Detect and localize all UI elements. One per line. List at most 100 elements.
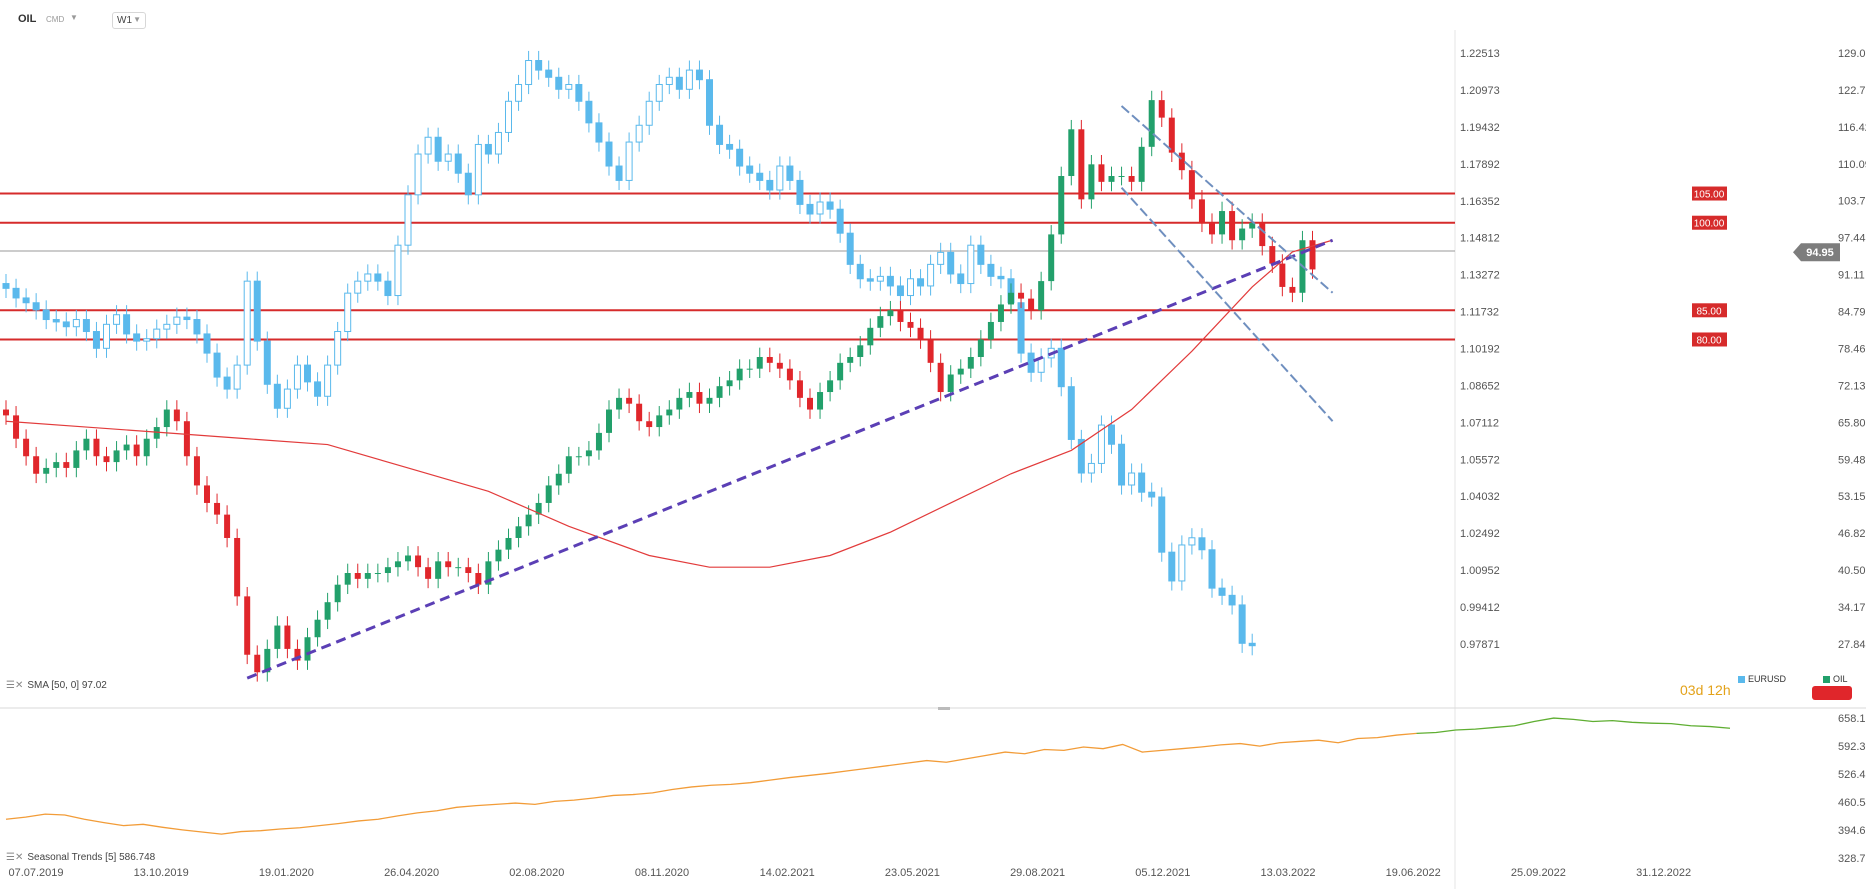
oil-axis-tick: 84.79 [1838,307,1866,319]
eurusd-candle [675,76,683,90]
oil-candle [1008,292,1014,305]
oil-candle [947,374,954,393]
seasonal-axis-tick: 460.542 [1838,797,1866,809]
oil-candle [957,368,964,375]
oil-axis-tick: 110.09 [1838,159,1866,171]
eurusd-axis-tick: 0.97871 [1460,639,1500,651]
eurusd-candle [605,141,613,167]
oil-candle [425,567,432,579]
oil-candle [696,392,703,404]
eurusd-candle [253,280,261,342]
oil-candle [63,462,70,468]
oil-change-badge [1812,686,1852,700]
oil-candle [606,409,612,433]
eurusd-axis-tick: 1.20973 [1460,85,1500,97]
x-axis-tick: 05.12.2021 [1135,867,1190,879]
oil-candle [1239,228,1246,241]
indicator-settings-icon[interactable]: ☰✕ [6,680,24,691]
eurusd-candle [324,364,332,397]
panel-resize-handle [938,707,950,710]
oil-axis-tick: 103.77 [1838,196,1866,208]
eurusd-candle [1057,347,1065,388]
timer-hours-unit: h [1722,682,1731,698]
oil-candle [193,456,200,486]
eurusd-candle [625,141,633,181]
eurusd-candle [766,179,774,191]
symbol-dropdown-chevron-icon[interactable]: ▼ [70,13,78,22]
eurusd-candle [404,194,412,246]
eurusd-candle [796,179,804,205]
oil-candle [535,502,542,515]
eurusd-candle [414,153,422,196]
channel-upper-line [1120,105,1334,294]
eurusd-candle [756,172,764,181]
oil-candle [394,561,401,568]
oil-candle [565,456,572,474]
x-axis-tick: 08.11.2020 [635,867,689,879]
oil-candle [475,573,482,585]
oil-candle [545,485,552,503]
sma50-line [5,239,1333,568]
oil-candle [3,409,9,416]
instrument-symbol[interactable]: OIL [18,13,37,25]
eurusd-candle [1148,491,1156,498]
oil-candle [1158,100,1165,118]
oil-candle [1269,246,1276,264]
eurusd-candle [42,309,50,321]
eurusd-candle [1198,537,1206,551]
seasonal-axis-tick: 394.659 [1838,825,1866,837]
sma-indicator-label[interactable]: ☰✕ SMA [50, 0] 97.02 [6,680,107,691]
eurusd-candle [846,232,854,265]
oil-candle [917,327,924,340]
eurusd-candle [273,383,281,409]
eurusd-candle [645,100,653,126]
timeframe-value: W1 [117,15,132,26]
eurusd-candle [927,263,935,287]
x-axis-tick: 25.09.2022 [1511,867,1566,879]
eurusd-candle [1067,386,1075,440]
eurusd-candle [233,364,241,390]
eurusd-axis-tick: 1.11732 [1460,307,1499,319]
eurusd-candle [1188,537,1196,546]
seasonal-trend-line [5,732,1417,835]
eurusd-candle [22,297,30,304]
oil-candle [977,339,984,357]
seasonal-axis-tick: 328.777 [1838,853,1866,865]
eurusd-candle [72,319,80,328]
oil-axis-tick: 129.07 [1838,48,1866,60]
eurusd-candle [263,340,271,385]
seasonal-axis-tick: 658.189 [1838,713,1866,725]
oil-candle [716,386,723,398]
eurusd-candle [474,143,482,196]
seasonal-indicator-label[interactable]: ☰✕ Seasonal Trends [5] 586.748 [6,852,155,863]
legend-oil: OIL [1823,674,1848,684]
eurusd-candle [143,338,151,342]
timeframe-select[interactable]: W1 ▼ [112,12,146,29]
indicator-settings-icon[interactable]: ☰✕ [6,852,24,863]
eurusd-candle [987,263,995,277]
oil-candle [817,392,824,410]
oil-candle [224,514,231,538]
eurusd-candle [1248,642,1256,647]
chart-toolbar: OIL CMD ▼ W1 ▼ [0,0,1866,30]
oil-candle [807,397,813,410]
eurusd-candle [2,283,10,289]
oil-candle [827,380,834,393]
oil-candle [1068,129,1075,177]
oil-candle [1088,164,1095,200]
eurusd-candle [314,381,322,397]
level-tag-text: 80.00 [1696,335,1721,346]
axes: 94.95 129.07 122.75 116.42 110.09 103.77 97.44… [8,48,1866,879]
eurusd-axis-tick: 1.13272 [1460,270,1500,282]
eurusd-axis-tick: 1.19432 [1460,122,1500,134]
eurusd-candle [1218,587,1226,596]
oil-candle [254,654,261,673]
channel-lower-line [1120,187,1334,422]
eurusd-candle [454,153,462,174]
oil-candle [656,415,663,428]
oil-candle [706,397,713,404]
seasonal-label-text: Seasonal Trends [5] 586.748 [27,852,156,863]
eurusd-candle [896,285,904,297]
eurusd-candle [434,136,442,162]
